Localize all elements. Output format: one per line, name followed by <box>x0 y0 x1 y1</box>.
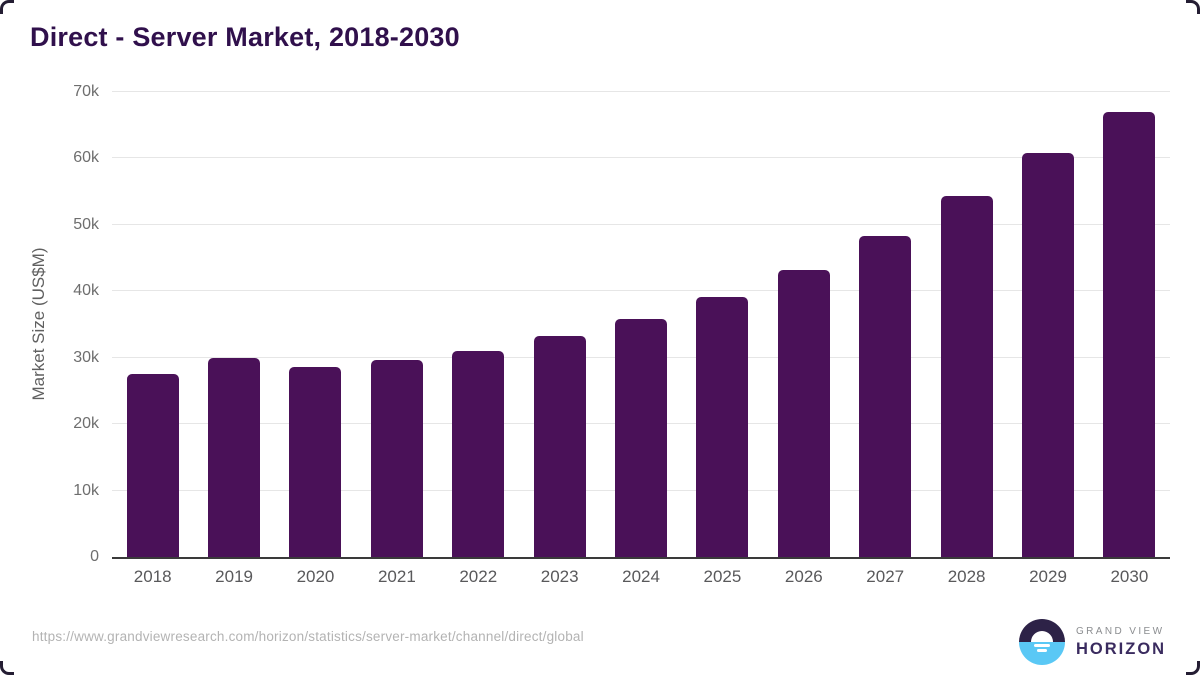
bar-slot <box>845 92 926 557</box>
x-axis-label: 2018 <box>133 567 172 586</box>
y-axis-title: Market Size (US$M) <box>29 247 48 401</box>
card-corner-top-right <box>1186 0 1200 14</box>
gridline <box>112 290 1170 292</box>
y-axis-tick-label: 40k <box>73 282 99 300</box>
bar-2030[interactable] <box>1103 111 1156 557</box>
bar-2029[interactable] <box>1021 153 1074 557</box>
bar-2020[interactable] <box>289 367 342 557</box>
x-axis-label: 2024 <box>622 567 660 586</box>
bar-slot <box>356 92 437 557</box>
bar-2026[interactable] <box>777 270 830 557</box>
x-axis-label: 2027 <box>866 567 905 586</box>
bar-slot <box>763 92 844 557</box>
bar-slot <box>275 92 356 557</box>
bar-2021[interactable] <box>370 360 423 557</box>
bar-slot <box>926 92 1007 557</box>
y-axis-tick-label: 70k <box>73 83 99 100</box>
logo-text: GRAND VIEW HORIZON <box>1076 626 1166 659</box>
logo-brand-bottom: HORIZON <box>1076 639 1167 658</box>
logo-brand-top: GRAND VIEW <box>1076 625 1165 637</box>
bar-slot <box>112 92 193 557</box>
bar-slot <box>438 92 519 557</box>
bar-2025[interactable] <box>696 297 749 557</box>
gridline <box>112 157 1170 159</box>
x-axis-label: 2019 <box>215 567 253 586</box>
plot-area: 0 10k 20k 30k 40k 50k 60k 70k <box>73 83 1170 565</box>
bar-slot <box>519 92 600 557</box>
x-axis-label: 2028 <box>947 567 986 586</box>
y-axis-tick-label: 50k <box>73 215 99 233</box>
bar-2024[interactable] <box>615 319 668 557</box>
bar-2028[interactable] <box>940 196 993 557</box>
x-axis-label: 2020 <box>296 567 335 586</box>
card-corner-bottom-right <box>1186 661 1200 675</box>
card-corner-top-left <box>0 0 14 14</box>
x-axis-label: 2022 <box>459 567 498 586</box>
bar-2027[interactable] <box>859 235 912 557</box>
y-axis-tick-label: 0 <box>90 548 99 565</box>
bar-slot <box>1089 92 1170 557</box>
x-axis-label: 2021 <box>377 567 416 586</box>
chart-title: Direct - Server Market, 2018-2030 <box>30 22 460 52</box>
bar-2018[interactable] <box>126 373 179 557</box>
source-url: https://www.grandviewresearch.com/horizo… <box>32 629 584 644</box>
gridline <box>112 223 1170 225</box>
grand-view-horizon-logo: GRAND VIEW HORIZON <box>1019 619 1166 665</box>
x-axis-label: 2029 <box>1029 567 1067 586</box>
horizon-sun-icon <box>1019 619 1065 665</box>
x-axis-label: 2026 <box>784 567 823 586</box>
x-axis-label: 2025 <box>703 567 742 586</box>
bar-slot <box>600 92 681 557</box>
bar-slot <box>1007 92 1088 557</box>
y-axis-tick-label: 10k <box>73 481 99 499</box>
bar-2023[interactable] <box>533 336 586 557</box>
bar-2022[interactable] <box>452 350 505 557</box>
bar-slot <box>193 92 274 557</box>
bar-slot <box>682 92 763 557</box>
x-axis-label: 2030 <box>1110 567 1149 586</box>
bars-group <box>112 92 1170 557</box>
y-axis-tick-label: 20k <box>73 415 99 433</box>
y-axis-tick-label: 30k <box>73 348 99 366</box>
x-axis-label: 2023 <box>540 567 579 586</box>
y-axis-tick-label: 60k <box>73 149 99 167</box>
card-corner-bottom-left <box>0 661 14 675</box>
x-axis-labels: 2018 2019 2020 2021 2022 2023 2024 2025 2026 2027… <box>112 567 1170 587</box>
gridline <box>112 91 1170 92</box>
bar-2019[interactable] <box>208 358 261 557</box>
